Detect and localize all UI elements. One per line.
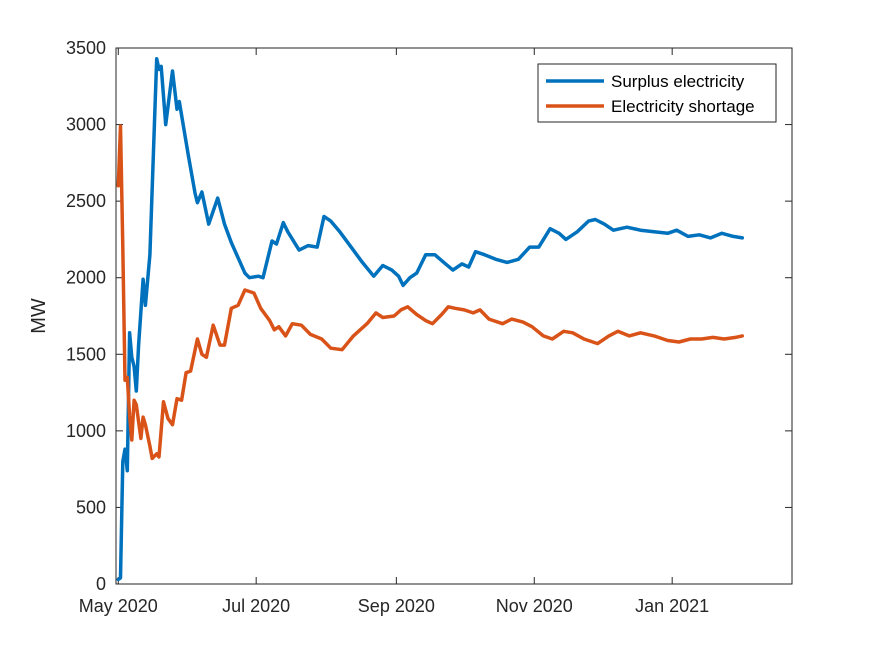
x-tick-label: May 2020: [79, 596, 158, 616]
series-layer: [116, 56, 745, 582]
y-tick-label: 3000: [66, 115, 106, 135]
x-tick-label: Jan 2021: [635, 596, 709, 616]
legend: Surplus electricity Electricity shortage: [537, 63, 777, 123]
y-tick-label: 3500: [66, 38, 106, 58]
legend-entry-label: Electricity shortage: [611, 97, 755, 116]
plot-area: [116, 48, 792, 584]
y-tick-label: 1000: [66, 421, 106, 441]
plot-frame: [115, 47, 793, 585]
x-axis: May 2020 Jul 2020 Sep 2020 Nov 2020 Jan 2021: [79, 48, 709, 616]
series-line-surplus-electricity: [116, 56, 745, 582]
x-tick-label: Jul 2020: [222, 596, 290, 616]
x-tick-label: Nov 2020: [496, 596, 573, 616]
legend-entry-label: Surplus electricity: [611, 72, 745, 91]
y-tick-label: 2000: [66, 268, 106, 288]
y-axis-label: MW: [28, 298, 50, 334]
x-tick-label: Sep 2020: [358, 596, 435, 616]
legend-box: [537, 63, 777, 123]
series-line-electricity-shortage: [116, 124, 745, 461]
y-tick-label: 0: [96, 574, 106, 594]
y-tick-label: 500: [76, 497, 106, 517]
y-tick-label: 2500: [66, 191, 106, 211]
y-axis: 0 500 1000 1500 2000 2500 3000 3500: [66, 38, 792, 594]
y-tick-label: 1500: [66, 344, 106, 364]
